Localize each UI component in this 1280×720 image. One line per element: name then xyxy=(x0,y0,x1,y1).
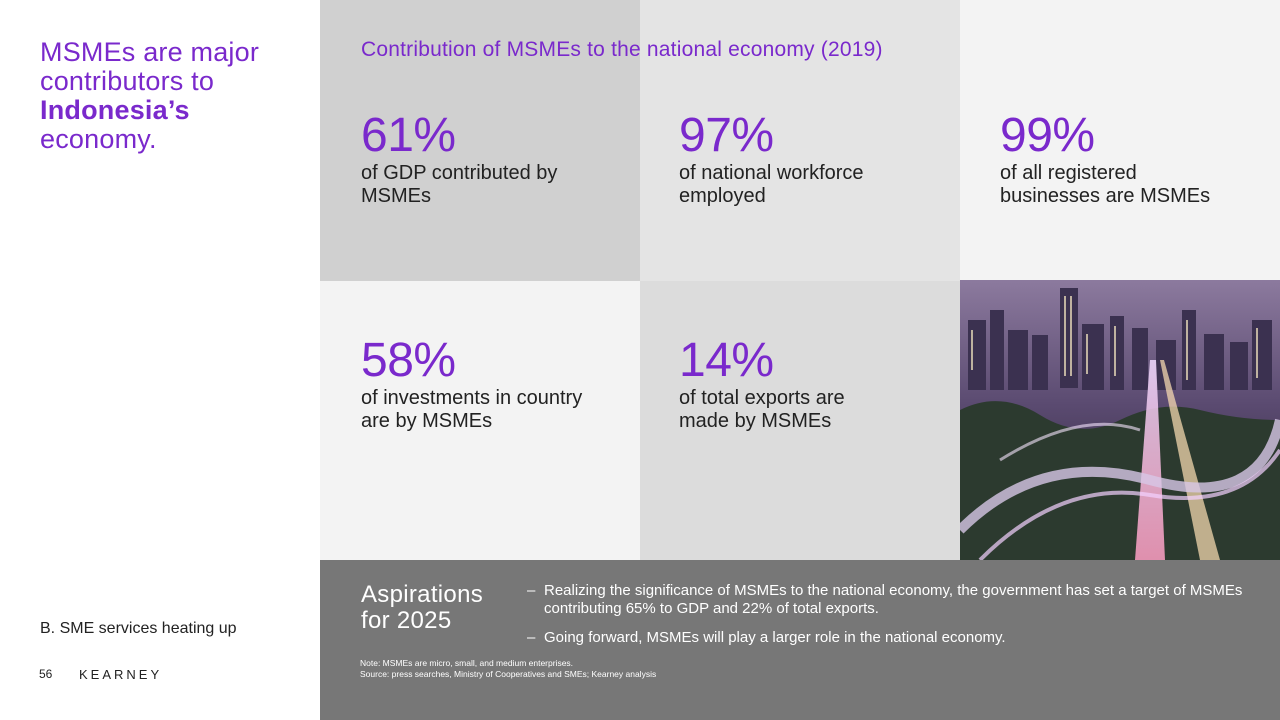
bullet-text: Realizing the significance of MSMEs to t… xyxy=(544,582,1243,617)
stat-label: of total exports are made by MSMEs xyxy=(679,387,845,432)
stat-workforce: 97% of national workforce employed xyxy=(679,112,899,208)
stat-value: 97% xyxy=(679,109,774,162)
aspirations-bullets: – Realizing the significance of MSMEs to… xyxy=(527,582,1247,658)
stat-label: of national workforce employed xyxy=(679,162,864,207)
note-text: Note: MSMEs are micro, small, and medium… xyxy=(360,658,574,668)
aspirations-title: Aspirations for 2025 xyxy=(361,581,484,634)
section-label: B. SME services heating up xyxy=(40,620,237,637)
stat-exports: 14% of total exports are made by MSMEs xyxy=(679,337,899,433)
stat-label: of GDP contributed by MSMEs xyxy=(361,162,558,207)
bullet-dash: – xyxy=(527,582,536,599)
kearney-logo: KEARNEY xyxy=(79,667,163,682)
bullet-item: – Going forward, MSMEs will play a large… xyxy=(527,629,1247,647)
bullet-item: – Realizing the significance of MSMEs to… xyxy=(527,582,1247,618)
stat-value: 99% xyxy=(1000,109,1095,162)
headline-bold-text: Indonesia’s xyxy=(40,95,190,125)
city-photo xyxy=(960,280,1280,560)
bullet-dash: – xyxy=(527,629,536,646)
stat-label: of all registered businesses are MSMEs xyxy=(1000,162,1211,207)
tile-businesses xyxy=(960,0,1280,280)
headline-text: MSMEs are major contributors to xyxy=(40,37,260,96)
tile-investments xyxy=(320,281,640,560)
stat-value: 61% xyxy=(361,109,456,162)
stat-label: of investments in country are by MSMEs xyxy=(361,387,583,432)
headline: MSMEs are major contributors to Indonesi… xyxy=(40,38,300,154)
tile-exports xyxy=(640,281,960,560)
stat-value: 58% xyxy=(361,334,456,387)
left-panel: MSMEs are major contributors to Indonesi… xyxy=(0,0,320,720)
chart-title: Contribution of MSMEs to the national ec… xyxy=(361,38,883,61)
bullet-text: Going forward, MSMEs will play a larger … xyxy=(544,629,1006,646)
footnotes: Note: MSMEs are micro, small, and medium… xyxy=(360,658,656,680)
stat-gdp: 61% of GDP contributed by MSMEs xyxy=(361,112,601,208)
tile-workforce xyxy=(640,0,960,281)
tile-gdp xyxy=(320,0,640,281)
aspirations-panel: Aspirations for 2025 – Realizing the sig… xyxy=(320,560,1280,720)
page-number: 56 xyxy=(39,667,53,681)
stat-value: 14% xyxy=(679,334,774,387)
stat-investments: 58% of investments in country are by MSM… xyxy=(361,337,601,433)
source-text: Source: press searches, Ministry of Coop… xyxy=(360,669,657,679)
stat-businesses: 99% of all registered businesses are MSM… xyxy=(1000,112,1240,208)
city-photo-image xyxy=(960,280,1280,560)
headline-text-end: economy. xyxy=(40,124,157,154)
